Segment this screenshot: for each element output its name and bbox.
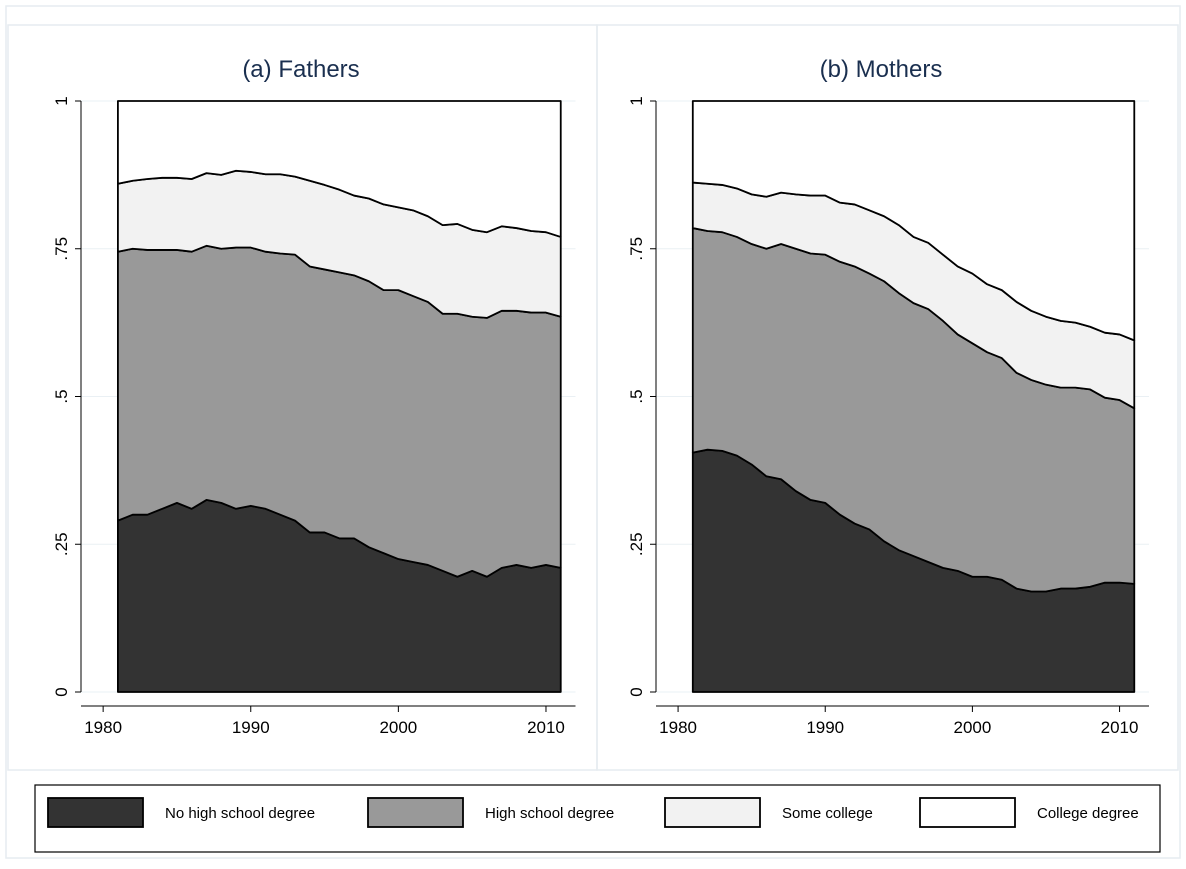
legend-swatch: [664, 797, 761, 828]
x-tick-label: 1980: [84, 718, 122, 737]
plot: 0 .25 .5 .75 1 1980 1990 2000 2010: [627, 96, 1149, 737]
y-tick-label: .5: [627, 389, 646, 403]
y-tick-label: 1: [627, 96, 646, 105]
outer-frame: [5, 5, 1181, 859]
panel-frame: [596, 24, 1179, 771]
legend-label: No high school degree: [165, 805, 315, 822]
y-tick-label: .75: [627, 237, 646, 261]
y-tick-label: .25: [627, 532, 646, 556]
y-tick-label: .25: [52, 532, 71, 556]
y-tick-label: 0: [52, 687, 71, 696]
x-tick-label: 2000: [379, 718, 417, 737]
legend-label: Some college: [782, 805, 873, 822]
chart-title: (a) Fathers: [242, 56, 359, 83]
y-tick-label: .75: [52, 237, 71, 261]
y-tick-label: .5: [52, 389, 71, 403]
x-tick-label: 2010: [527, 718, 565, 737]
legend-swatch: [919, 797, 1016, 828]
legend-swatch: [47, 797, 144, 828]
area: [117, 100, 562, 238]
x-tick-label: 1990: [232, 718, 270, 737]
y-tick-label: 1: [52, 96, 71, 105]
x-tick-label: 2010: [1101, 718, 1139, 737]
area: [691, 100, 1136, 342]
chart-title: (b) Mothers: [820, 56, 943, 83]
x-tick-label: 1990: [806, 718, 844, 737]
x-tick-label: 2000: [953, 718, 991, 737]
legend-label: College degree: [1037, 805, 1139, 822]
plot: 0 .25 .5 .75 1 1980 1990 2000 2010: [52, 96, 576, 737]
x-tick-label: 1980: [659, 718, 697, 737]
legend-swatch: [367, 797, 464, 828]
legend-label: High school degree: [485, 805, 614, 822]
y-tick-label: 0: [627, 687, 646, 696]
